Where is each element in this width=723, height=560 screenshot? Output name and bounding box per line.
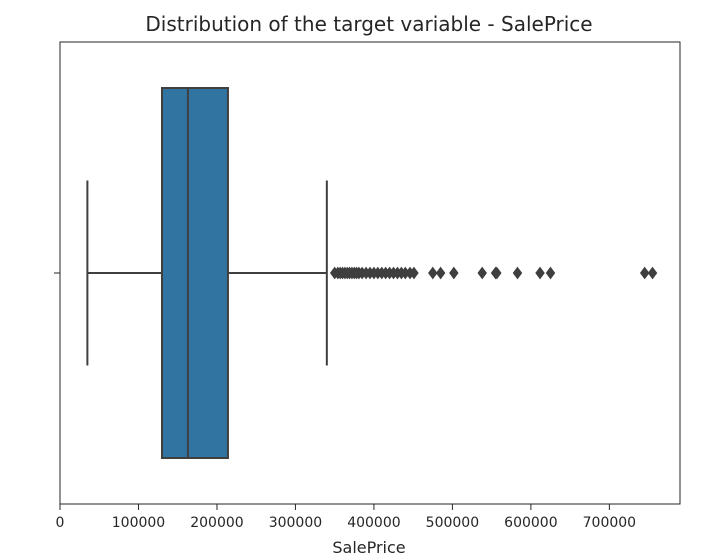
- x-tick-label: 700000: [583, 515, 636, 531]
- outlier-point: [545, 266, 556, 280]
- outlier-point: [535, 266, 545, 280]
- outlier-point: [435, 266, 446, 280]
- x-tick-label: 600000: [504, 515, 557, 531]
- x-tick-label: 500000: [426, 515, 479, 531]
- outlier-point: [477, 266, 487, 280]
- outlier-point: [512, 266, 523, 280]
- chart-title: Distribution of the target variable - Sa…: [145, 12, 592, 36]
- iqr-box: [161, 87, 229, 459]
- x-axis-label: SalePrice: [332, 538, 405, 557]
- outlier-point: [409, 266, 419, 280]
- outlier-point: [647, 266, 658, 280]
- plot-area: [86, 87, 658, 459]
- outlier-point: [639, 266, 650, 280]
- x-tick-label: 100000: [112, 515, 165, 531]
- x-axis-ticks: 0 100000 200000 300000 400000 500000 600000 700…: [56, 504, 636, 531]
- x-tick-label: 200000: [190, 515, 243, 531]
- outlier-point: [492, 266, 502, 280]
- outlier-point: [449, 266, 459, 280]
- x-tick-label: 400000: [347, 515, 400, 531]
- x-tick-label: 300000: [269, 515, 322, 531]
- x-tick-label: 0: [56, 515, 65, 531]
- outlier-point: [428, 266, 438, 280]
